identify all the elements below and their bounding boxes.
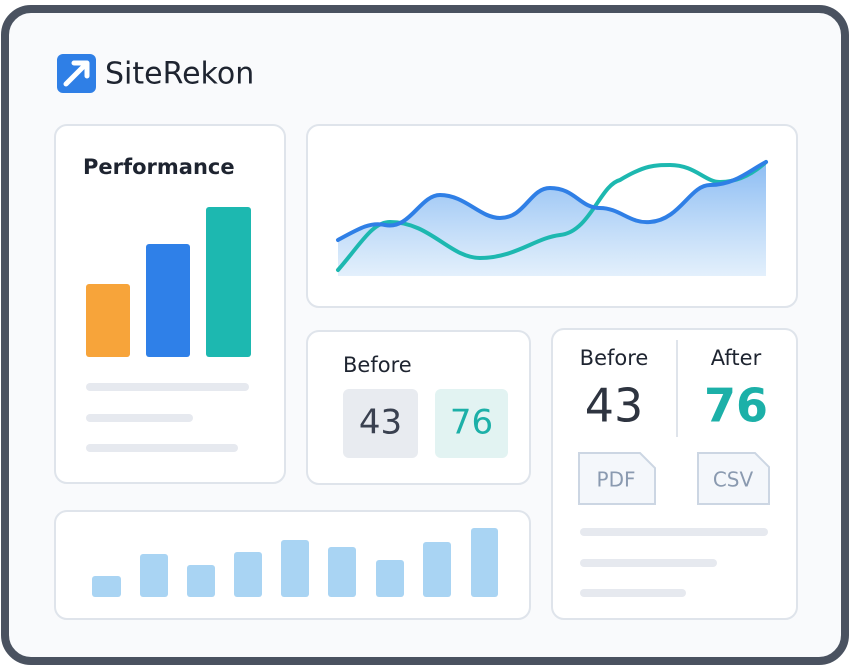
bar-icon xyxy=(206,207,251,357)
bar-icon xyxy=(86,284,130,357)
after-value: 76 xyxy=(450,403,493,443)
value-box xyxy=(435,389,508,458)
before-value: 43 xyxy=(585,379,644,433)
placeholder-line xyxy=(580,589,686,597)
area-icon xyxy=(338,162,766,276)
bar-icon xyxy=(146,244,190,357)
placeholder-line xyxy=(86,414,193,422)
before-value: 43 xyxy=(359,403,402,443)
export-label[interactable]: PDF xyxy=(597,468,636,492)
card xyxy=(551,328,798,620)
placeholder-line xyxy=(86,383,249,391)
brand-name: SiteRekon xyxy=(105,57,254,92)
placeholder-line xyxy=(86,444,238,452)
after-value: 76 xyxy=(704,379,768,433)
logo xyxy=(57,54,96,93)
file-icon[interactable] xyxy=(697,452,770,505)
export-label[interactable]: CSV xyxy=(713,468,754,492)
label: After xyxy=(711,346,762,370)
value-box xyxy=(343,389,418,458)
file-icon[interactable] xyxy=(578,452,656,505)
card-title: Performance xyxy=(83,155,235,179)
label: Before xyxy=(580,346,649,370)
line-icon xyxy=(336,160,768,242)
placeholder-line xyxy=(580,559,717,567)
label: Before xyxy=(343,353,412,377)
placeholder-line xyxy=(580,528,768,536)
bar-chart-icon xyxy=(92,528,498,597)
